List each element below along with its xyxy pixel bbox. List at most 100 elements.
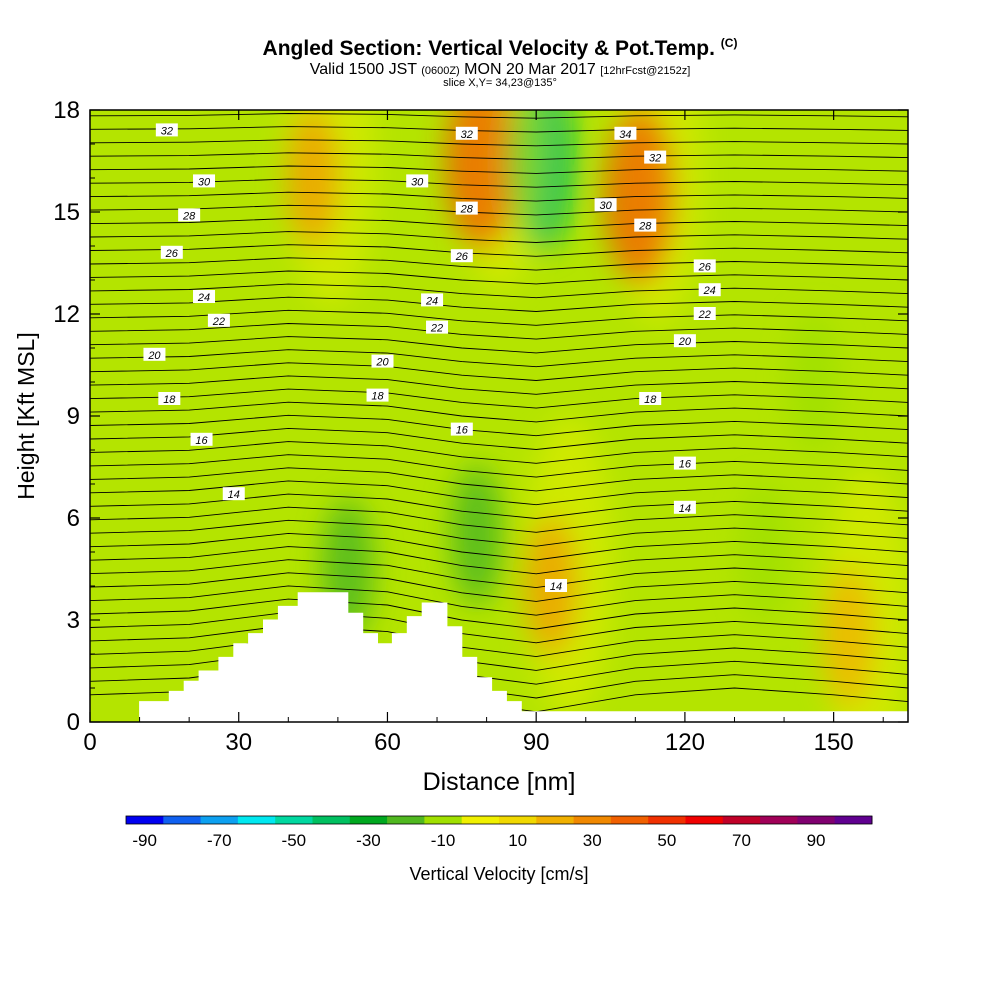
theta-label-text: 14 [679,503,691,515]
velocity-halo [525,416,614,716]
theta-label-text: 32 [161,125,173,137]
theta-contour [90,506,908,533]
theta-label-box [222,487,245,501]
colorbar-tick-label: -70 [207,831,232,850]
theta-contour [90,427,908,450]
theta-contour [90,572,908,602]
theta-label-box [693,259,716,273]
theta-label: 26 [450,249,473,263]
theta-label-box [193,174,216,188]
theta-contour [90,178,908,188]
theta-label-text: 28 [182,210,196,222]
theta-label-box [406,174,429,188]
theta-label-text: 26 [698,261,712,273]
colorbar-tick-label: 50 [657,831,676,850]
y-tick-label: 0 [67,709,80,736]
theta-label-box [455,126,478,140]
colorbar-tick-label: -90 [132,831,157,850]
theta-label-box [426,320,449,334]
velocity-halo [614,110,703,325]
colorbar-tick-label: -10 [431,831,456,850]
theta-label-text: 16 [456,425,469,437]
colorbar-segment [722,816,761,824]
theta-label: 14 [673,500,696,515]
theta-label: 24 [698,283,721,297]
theta-contour [90,204,908,216]
valid-prefix: Valid 1500 JST [309,61,417,78]
colorbar-segment [648,816,686,824]
colorbar-segment [797,816,836,824]
theta-label-text: 18 [644,394,657,406]
theta-contour [90,414,908,437]
theta-label-box [673,334,696,348]
theta-label-box [207,313,230,327]
colorbar-segment [387,816,425,824]
theta-label: 16 [450,422,473,437]
theta-label-box [158,392,181,405]
theta-contour [90,152,908,161]
theta-label-text: 28 [460,204,474,216]
theta-label: 14 [545,579,568,593]
theta-label-text: 16 [679,459,692,471]
colorbar-segment [237,816,276,824]
theta-label: 22 [693,307,716,321]
theta-label-text: 26 [455,251,469,263]
x-tick-label: 120 [665,729,705,756]
theta-label: 20 [143,347,166,362]
theta-contour [90,546,908,575]
chart-subtitle: Valid 1500 JST (0600Z) MON 20 Mar 2017 [… [0,61,1000,79]
theta-contour [90,559,908,589]
theta-label: 30 [193,174,216,188]
colorbar-segment [499,816,537,824]
theta-contour [90,519,908,547]
y-axis: 0 3 6 9 12 15 18 [53,97,908,736]
theta-contour [90,611,908,644]
theta-contour [90,231,908,243]
colorbar-segment [275,816,313,824]
theta-label-box [421,293,444,307]
theta-label-text: 20 [147,350,161,362]
x-tick-label: 30 [225,729,252,756]
x-tick-label: 0 [83,729,96,756]
theta-label: 30 [406,174,429,188]
theta-label-text: 14 [228,489,240,501]
theta-contour [90,532,908,561]
theta-label-box [644,150,667,164]
theta-label-text: 30 [411,176,424,188]
theta-label: 32 [155,123,178,137]
theta-label: 18 [158,392,181,406]
theta-contour [90,257,908,271]
velocity-halo [455,110,544,291]
theta-contour [90,467,908,492]
theta-contour [90,336,908,354]
colorbar-segment [760,816,798,824]
theta-contour [90,454,908,478]
theta-contour [90,441,908,464]
theta-label: 20 [673,334,696,348]
theta-label: 30 [594,198,617,212]
colorbar-segment [834,816,873,824]
theta-label: 28 [634,218,657,233]
colorbar-segment [461,816,500,824]
colorbar-tick-label: 10 [508,831,527,850]
theta-contour [90,218,908,230]
theta-label-text: 18 [163,394,176,406]
chart-title: Angled Section: Vertical Velocity & Pot.… [0,36,1000,61]
theta-label-box [673,456,696,470]
theta-label: 22 [426,320,449,335]
colorbar-tick-label: 90 [807,831,826,850]
theta-label-box [693,307,716,320]
theta-label-box [614,126,637,140]
valid-date: MON 20 Mar 2017 [464,61,596,78]
theta-contour [90,323,908,340]
theta-contour [90,362,908,381]
theta-label: 26 [160,245,183,260]
chart-title-unit: (C) [720,36,738,50]
theta-label: 16 [673,456,696,471]
y-tick-label: 12 [53,301,80,328]
x-axis: 0 30 60 90 120 150 [83,110,884,756]
theta-label-text: 18 [371,391,384,403]
theta-label-box [698,283,721,297]
